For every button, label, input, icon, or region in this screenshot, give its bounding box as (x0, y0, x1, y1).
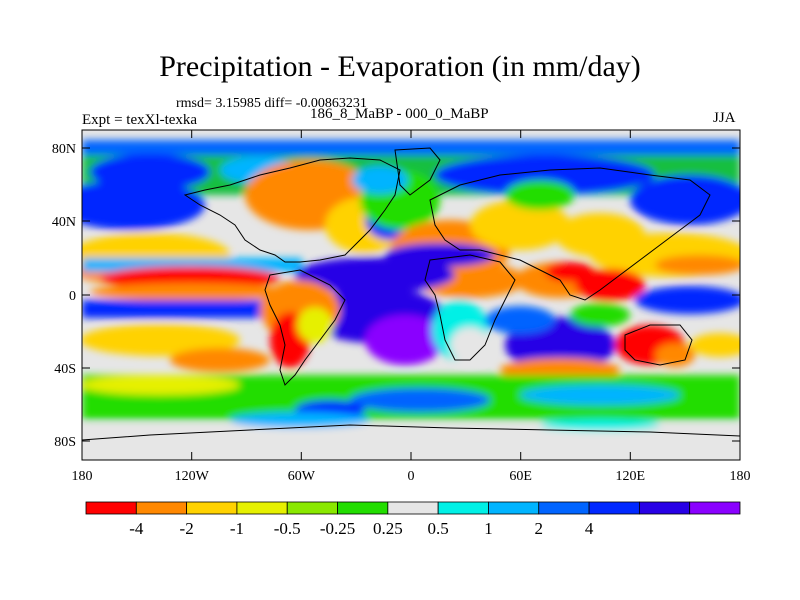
colorbar-swatch (538, 501, 590, 515)
colorbar-label: -4 (129, 519, 144, 538)
x-label-60w: 60W (288, 469, 316, 484)
y-label-80n: 80N (52, 142, 76, 157)
y-label-0: 0 (69, 289, 76, 304)
y-ticks (82, 147, 740, 442)
colorbar-label: 1 (484, 519, 493, 538)
colorbar-swatch (387, 501, 439, 515)
colorbar (85, 501, 741, 515)
colorbar-label: -0.5 (274, 519, 301, 538)
colorbar-swatch (186, 501, 238, 515)
colorbar-label: -2 (180, 519, 194, 538)
field-layer (82, 130, 740, 460)
stats-text: rmsd= 3.15985 diff= -0.00863231 (176, 96, 367, 111)
colorbar-swatch (437, 501, 489, 515)
y-label-40n: 40N (52, 215, 76, 230)
colorbar-label: -0.25 (320, 519, 355, 538)
colorbar-swatch (337, 501, 389, 515)
x-label-0: 0 (408, 469, 415, 484)
x-label-60e: 60E (509, 469, 532, 484)
season-label: JJA (713, 110, 736, 126)
map-title: Precipitation - Evaporation (in mm/day) (159, 50, 641, 83)
colorbar-swatch (638, 501, 691, 515)
y-label-40s: 40S (54, 362, 76, 377)
x-label-180w: 180 (72, 469, 93, 484)
colorbar-swatch (286, 501, 338, 515)
experiment-label: Expt = texXl-texka (82, 112, 198, 128)
colorbar-swatch (488, 501, 540, 515)
colorbar-label: 2 (535, 519, 544, 538)
colorbar-swatch (135, 501, 188, 515)
difference-label: 186_8_MaBP - 000_0_MaBP (310, 106, 489, 122)
continent-outlines (82, 147, 740, 441)
colorbar-swatch (689, 501, 741, 515)
colorbar-labels: -4 -2 -1 -0.5 -0.25 0.25 0.5 1 2 4 (129, 519, 594, 538)
colorbar-label: 0.25 (373, 519, 403, 538)
x-label-120w: 120W (175, 469, 210, 484)
x-label-180e: 180 (730, 469, 751, 484)
colorbar-label: 4 (585, 519, 594, 538)
x-label-120e: 120E (616, 469, 646, 484)
colorbar-label: 0.5 (428, 519, 449, 538)
colorbar-swatch (588, 501, 640, 515)
colorbar-swatch (85, 501, 137, 515)
colorbar-label: -1 (230, 519, 244, 538)
colorbar-swatch (236, 501, 288, 515)
x-ticks (191, 130, 631, 460)
y-label-80s: 80S (54, 435, 76, 450)
